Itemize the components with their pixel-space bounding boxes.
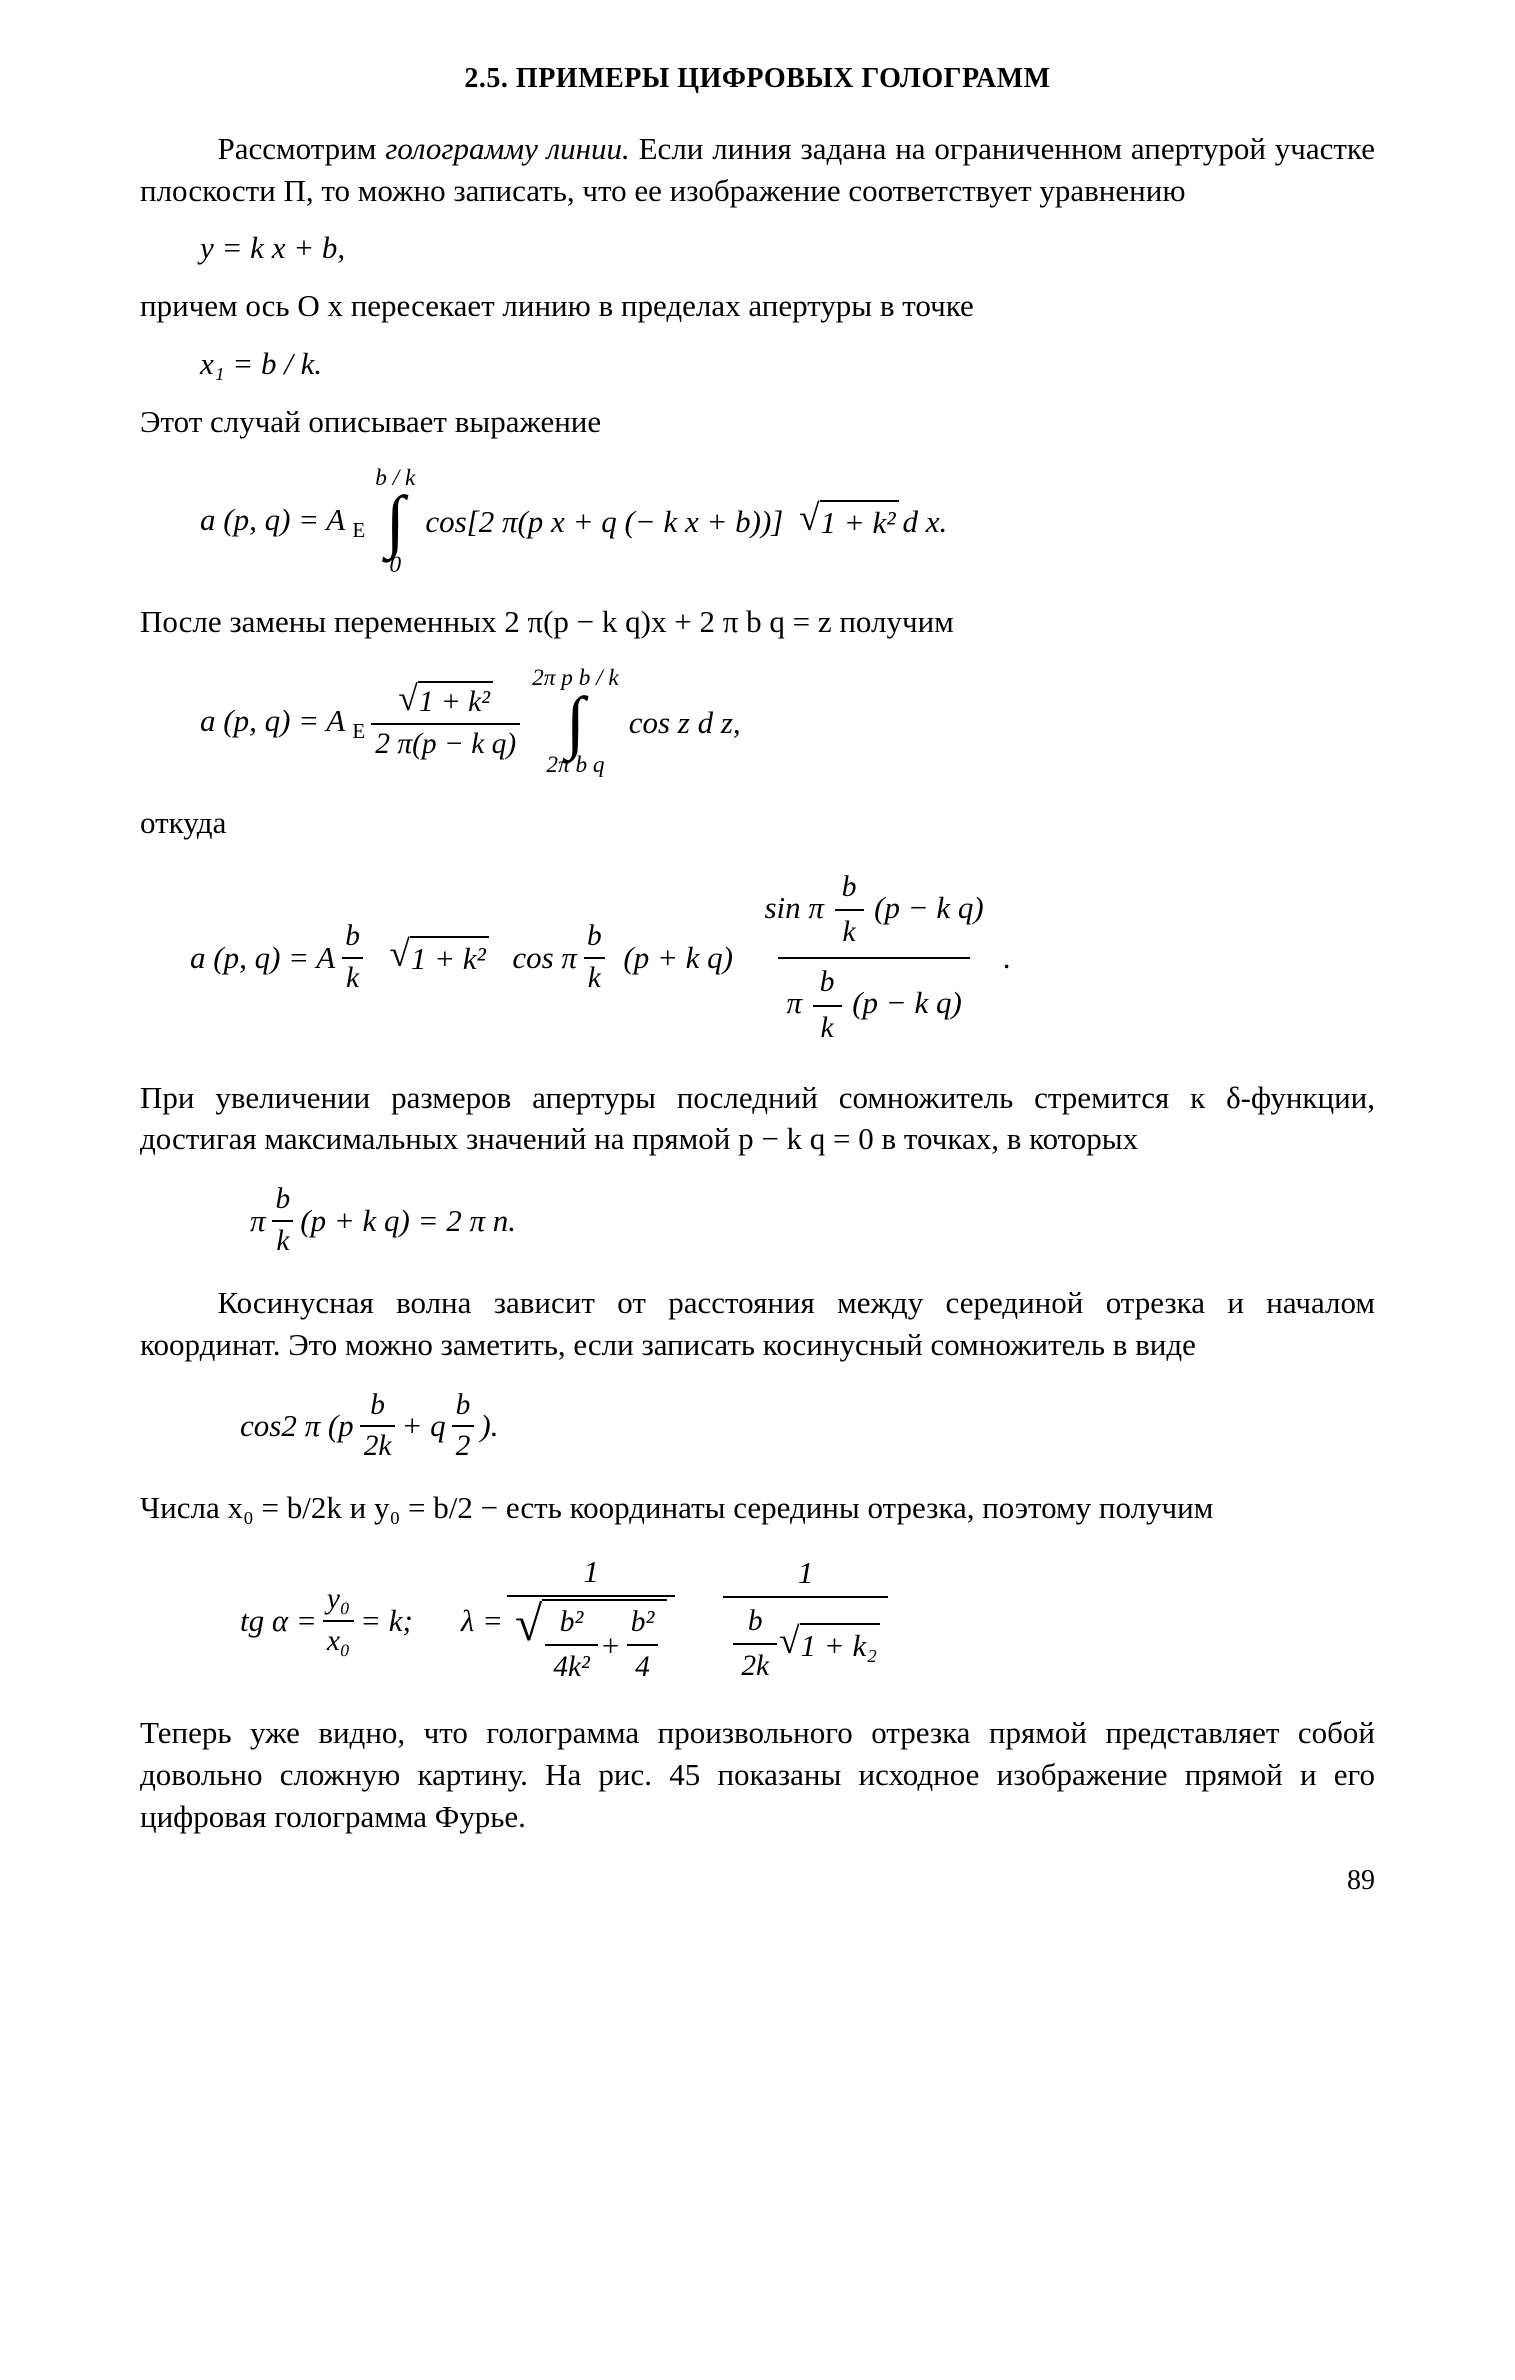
- equals-k: = k;: [360, 1600, 413, 1642]
- cos-arg: (p + k q): [623, 937, 733, 979]
- lhs: a (p, q) = A: [190, 937, 335, 979]
- paragraph-delta: При увеличении размеров апертуры последн…: [140, 1077, 1375, 1161]
- paragraph-midpoint: Числа x₀ = b/2k и y₀ = b/2 − есть коорди…: [140, 1487, 1375, 1529]
- sqrt: √1 + k²: [799, 500, 898, 544]
- paragraph-substitution: После замены переменных 2 π(p − k q)x + …: [140, 601, 1375, 643]
- paragraph-intersect: причем ось O x пересекает линию в предел…: [140, 285, 1375, 327]
- pi: π: [250, 1200, 266, 1242]
- cos-lead: cos π: [512, 937, 577, 979]
- lambda-frac-2: 1 b2k √1 + k₂: [723, 1550, 888, 1691]
- frac-bk-1: bk: [341, 917, 364, 999]
- equation-tan-lambda: tg α = y₀x₀ = k; λ = 1 √ b²4k² + b²4 1 b…: [140, 1549, 1375, 1692]
- italic-term: голограмму линии.: [385, 131, 630, 166]
- paragraph-cosine-wave: Косинусная волна зависит от расстояния м…: [140, 1282, 1375, 1366]
- paragraph-conclusion: Теперь уже видно, что голограмма произво…: [140, 1712, 1375, 1838]
- integral-sign: b / k ∫ 0: [375, 463, 415, 582]
- frac-y0x0: y₀x₀: [323, 1580, 354, 1662]
- fraction-amplitude: √1 + k² 2 π(p − k q): [371, 681, 520, 765]
- equation-cos-rewrite: cos2 π (p b2k + q b2 ).: [140, 1386, 1375, 1468]
- integral-sign: 2π p b / k ∫ 2π b q: [532, 663, 619, 782]
- equation-line-def: y = k x + b,: [200, 227, 1375, 269]
- tg-alpha: tg α =: [240, 1600, 317, 1642]
- lambda-frac-1: 1 √ b²4k² + b²4: [507, 1549, 675, 1692]
- lhs: a (p, q) = A E: [200, 700, 365, 746]
- paragraph-intro: Рассмотрим голограмму линии. Если линия …: [140, 128, 1375, 212]
- dx: d x.: [903, 501, 948, 543]
- page-number: 89: [140, 1862, 1375, 1900]
- paragraph-case: Этот случай описывает выражение: [140, 401, 1375, 443]
- equation-integral-1: a (p, q) = A E b / k ∫ 0 cos[2 π(p x + q…: [140, 463, 1375, 582]
- equation-x1: x₁ = b / k.: [200, 343, 1375, 385]
- frac-bk-2: bk: [583, 917, 606, 999]
- section-header: 2.5. ПРИМЕРЫ ЦИФРОВЫХ ГОЛОГРАММ: [140, 60, 1375, 98]
- equation-delta-peaks: π bk (p + k q) = 2 π n.: [140, 1180, 1375, 1262]
- frac-1: b2k: [360, 1386, 396, 1468]
- tail: ).: [480, 1405, 498, 1447]
- lambda-eq: λ =: [461, 1600, 503, 1642]
- plus-q: + q: [401, 1405, 445, 1447]
- arg: (p + k q) = 2 π n.: [300, 1200, 516, 1242]
- sinc-fraction: sin π bk (p − k q) π bk (p − k q): [756, 864, 991, 1053]
- text: Рассмотрим: [218, 131, 386, 166]
- equation-result: a (p, q) = A bk √1 + k² cos π bk (p + k …: [140, 864, 1375, 1053]
- equation-integral-2: a (p, q) = A E √1 + k² 2 π(p − k q) 2π p…: [140, 663, 1375, 782]
- lhs: a (p, q) = A E: [200, 499, 365, 545]
- frac-2: b2: [452, 1386, 475, 1468]
- paragraph-whence: откуда: [140, 802, 1375, 844]
- frac-bk: bk: [272, 1180, 295, 1262]
- cos-lead: cos2 π (p: [240, 1405, 354, 1447]
- integrand-cos: cos[2 π(p x + q (− k x + b))]: [425, 501, 783, 543]
- sqrt: √1 + k²: [389, 936, 488, 980]
- integrand: cos z d z,: [629, 702, 741, 744]
